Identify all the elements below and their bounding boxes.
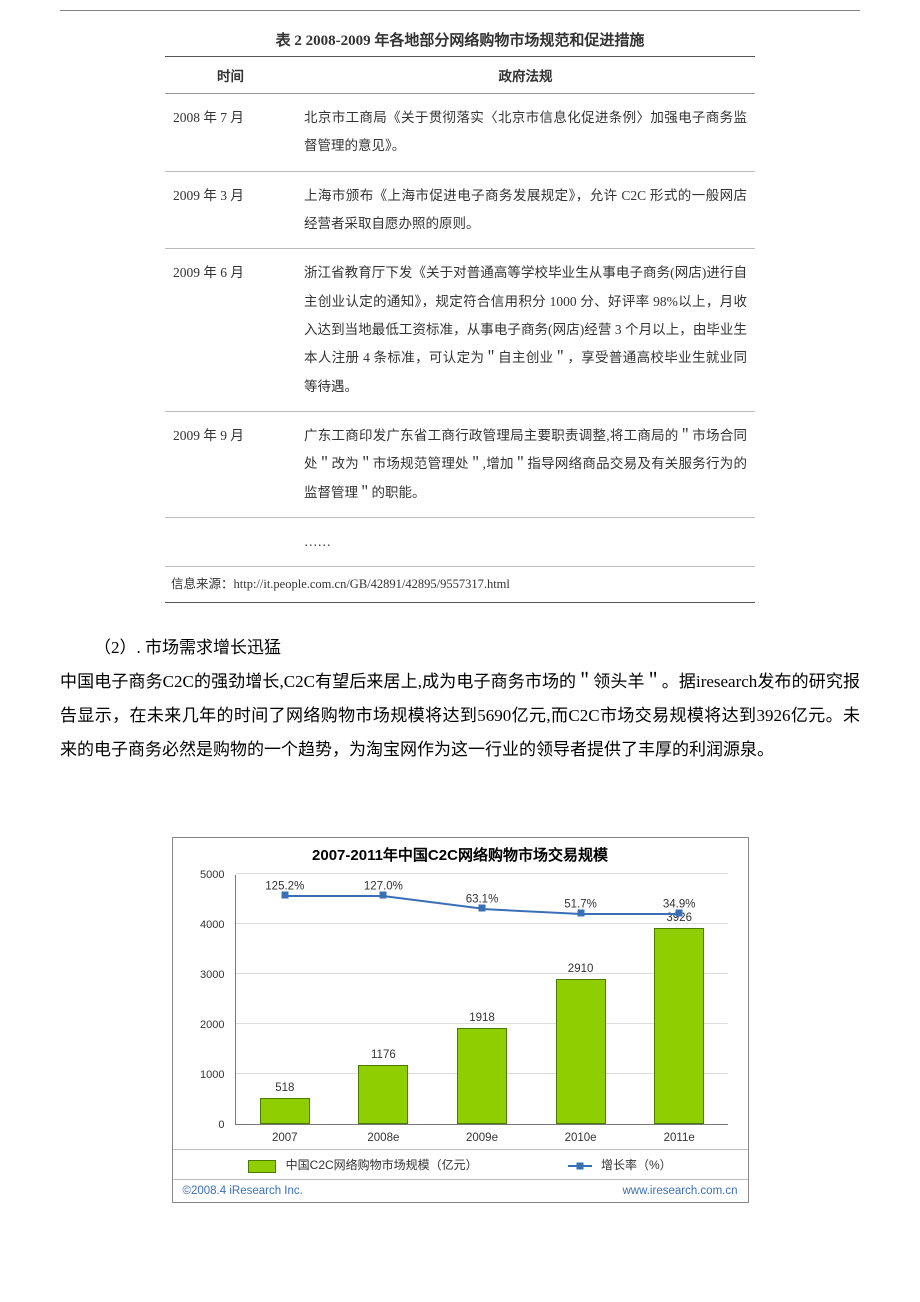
chart-plot-area: 010002000300040005000 518200711762008e19… xyxy=(187,869,734,1149)
chart-x-label: 2010e xyxy=(546,1132,616,1144)
chart-bar-label: 518 xyxy=(255,1082,315,1094)
table-source-row: 信息来源：http://it.people.com.cn/GB/42891/42… xyxy=(165,567,755,603)
c2c-chart: 2007-2011年中国C2C网络购物市场交易规模 0 1000 2000 3000 4… xyxy=(172,837,749,1203)
chart-y-tick: 1000 xyxy=(200,1069,224,1081)
chart-line-segment xyxy=(581,913,680,915)
chart-pct-label: 125.2% xyxy=(265,881,304,893)
chart-bar-label: 1176 xyxy=(353,1049,413,1061)
table-row: …… xyxy=(165,518,755,567)
cell-regulation: 浙江省教育厅下发《关于对普通高等学校毕业生从事电子商务(网店)进行自主创业认定的… xyxy=(296,249,755,412)
chart-pct-label: 127.0% xyxy=(364,881,403,893)
chart-line-segment xyxy=(285,895,384,897)
legend-bar-label: 中国C2C网络购物市场规模（亿元） xyxy=(286,1158,478,1172)
section-paragraph: 中国电子商务C2C的强劲增长,C2C有望后来居上,成为电子商务市场的＂领头羊＂。… xyxy=(60,665,860,767)
chart-footer: ©2008.4 iResearch Inc. www.iresearch.com… xyxy=(173,1179,748,1202)
cell-regulation: …… xyxy=(296,518,755,567)
chart-pct-label: 51.7% xyxy=(564,898,597,910)
chart-bar xyxy=(358,1065,408,1124)
cell-time xyxy=(165,518,296,567)
regulations-table: 时间 政府法规 2008 年 7 月北京市工商局《关于贯彻落实〈北京市信息化促进… xyxy=(165,56,755,603)
chart-y-tick: 0 xyxy=(218,1119,224,1131)
legend-line-swatch xyxy=(568,1165,592,1167)
chart-bar xyxy=(654,928,704,1124)
chart-plot-inner: 518200711762008e19182009e29102010e392620… xyxy=(235,875,728,1125)
chart-bar xyxy=(556,979,606,1125)
chart-x-label: 2008e xyxy=(348,1132,418,1144)
legend-line-label: 增长率（%） xyxy=(601,1158,672,1172)
cell-regulation: 上海市颁布《上海市促进电子商务发展规定》，允许 C2C 形式的一般网店经营者采取… xyxy=(296,171,755,249)
chart-y-axis: 010002000300040005000 xyxy=(187,869,231,1125)
legend-bar: 中国C2C网络购物市场规模（亿元） xyxy=(248,1156,477,1173)
table-row: 2009 年 6 月浙江省教育厅下发《关于对普通高等学校毕业生从事电子商务(网店… xyxy=(165,249,755,412)
table-row: 2008 年 7 月北京市工商局《关于贯彻落实〈北京市信息化促进条例〉加强电子商… xyxy=(165,94,755,172)
chart-pct-label: 63.1% xyxy=(466,893,499,905)
page-top-rule xyxy=(60,10,860,11)
chart-y-tick: 4000 xyxy=(200,919,224,931)
cell-time: 2009 年 3 月 xyxy=(165,171,296,249)
cell-time: 2009 年 6 月 xyxy=(165,249,296,412)
cell-regulation: 北京市工商局《关于贯彻落实〈北京市信息化促进条例〉加强电子商务监督管理的意见》。 xyxy=(296,94,755,172)
table-source-cell: 信息来源：http://it.people.com.cn/GB/42891/42… xyxy=(165,567,755,603)
chart-bar-label: 2910 xyxy=(551,963,611,975)
table-caption: 表 2 2008-2009 年各地部分网络购物市场规范和促进措施 xyxy=(60,29,860,50)
col-reg-header: 政府法规 xyxy=(296,57,755,94)
chart-footer-right: www.iresearch.com.cn xyxy=(622,1185,737,1197)
legend-bar-swatch xyxy=(248,1160,276,1173)
col-time-header: 时间 xyxy=(165,57,296,94)
chart-pct-label: 34.9% xyxy=(663,898,696,910)
chart-gridline xyxy=(236,873,728,874)
cell-time: 2009 年 9 月 xyxy=(165,412,296,518)
section-subhead: （2）. 市场需求增长迅猛 xyxy=(60,631,860,665)
chart-legend: 中国C2C网络购物市场规模（亿元） 增长率（%） xyxy=(173,1149,748,1179)
cell-regulation: 广东工商印发广东省工商行政管理局主要职责调整,将工商局的＂市场合同处＂改为＂市场… xyxy=(296,412,755,518)
chart-y-tick: 3000 xyxy=(200,969,224,981)
chart-bar xyxy=(260,1098,310,1124)
cell-time: 2008 年 7 月 xyxy=(165,94,296,172)
legend-line: 增长率（%） xyxy=(568,1156,672,1173)
chart-bar xyxy=(457,1028,507,1124)
chart-bar-label: 1918 xyxy=(452,1012,512,1024)
chart-title: 2007-2011年中国C2C网络购物市场交易规模 xyxy=(173,838,748,869)
table-row: 2009 年 3 月上海市颁布《上海市促进电子商务发展规定》，允许 C2C 形式… xyxy=(165,171,755,249)
chart-y-tick: 5000 xyxy=(200,869,224,881)
chart-footer-left: ©2008.4 iResearch Inc. xyxy=(183,1185,303,1197)
chart-x-label: 2011e xyxy=(644,1132,714,1144)
chart-x-label: 2007 xyxy=(250,1132,320,1144)
chart-y-tick: 2000 xyxy=(200,1019,224,1031)
body-text: （2）. 市场需求增长迅猛 中国电子商务C2C的强劲增长,C2C有望后来居上,成… xyxy=(60,631,860,767)
table-row: 2009 年 9 月广东工商印发广东省工商行政管理局主要职责调整,将工商局的＂市… xyxy=(165,412,755,518)
chart-x-label: 2009e xyxy=(447,1132,517,1144)
